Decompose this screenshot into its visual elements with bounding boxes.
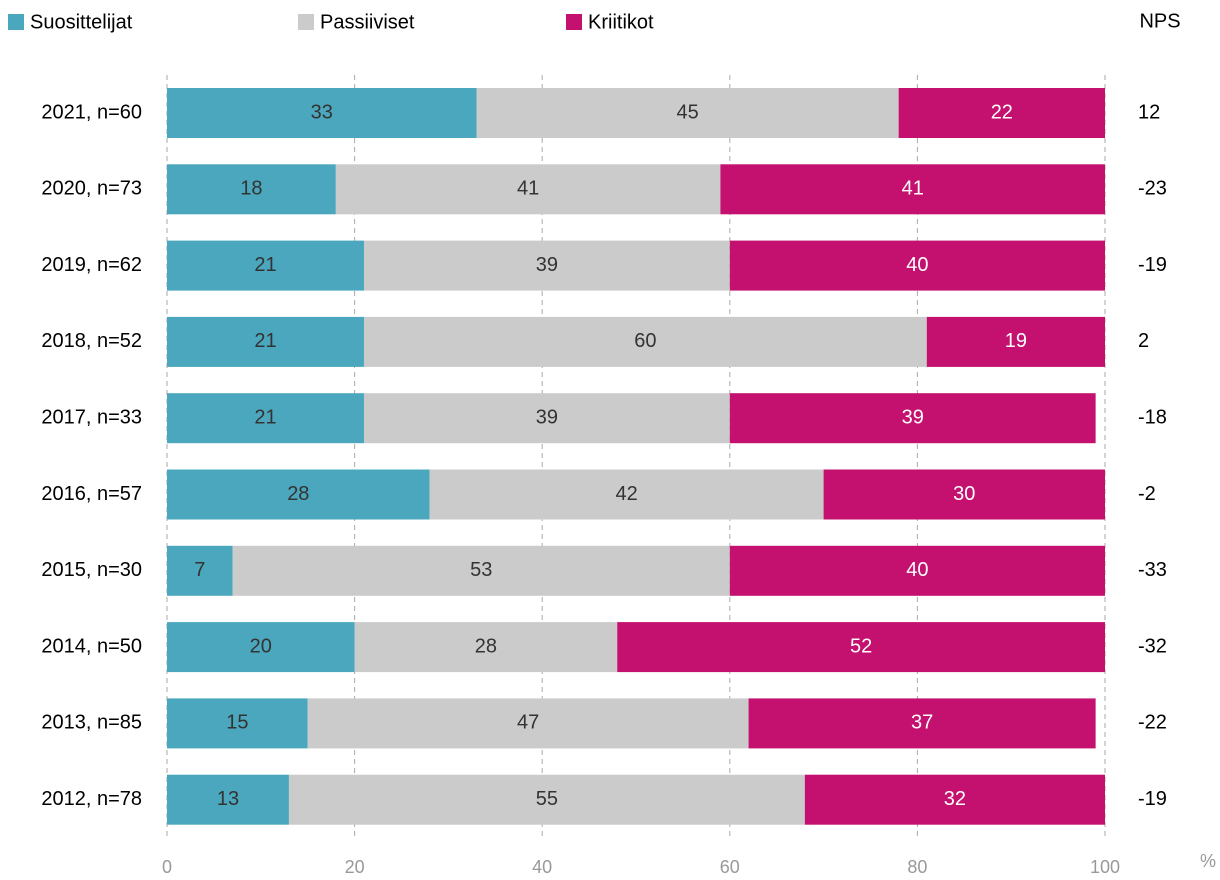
y-tick-label: 2021, n=60: [41, 101, 142, 123]
data-label: 18: [240, 178, 262, 200]
bar-segment: [167, 622, 355, 673]
x-tick-label: 0: [162, 857, 172, 877]
bar-segment: [335, 164, 721, 215]
data-label: 39: [902, 406, 924, 428]
data-label: 39: [536, 254, 558, 276]
legend-label: Suosittelijat: [30, 11, 133, 33]
bar-segment: [167, 774, 289, 825]
data-label: 37: [911, 712, 933, 734]
bar-segment: [804, 774, 1105, 825]
data-label: 55: [536, 788, 558, 810]
legend-swatch: [566, 14, 582, 30]
nps-value: -32: [1138, 635, 1167, 657]
y-tick-label: 2015, n=30: [41, 559, 142, 581]
y-tick-label: 2017, n=33: [41, 406, 142, 428]
x-tick-label: 60: [720, 857, 740, 877]
nps-value: 12: [1138, 101, 1160, 123]
nps-value: 2: [1138, 330, 1149, 352]
bar-segment: [167, 164, 336, 215]
y-tick-label: 2013, n=85: [41, 712, 142, 734]
data-label: 21: [254, 330, 276, 352]
nps-value: -19: [1138, 788, 1167, 810]
x-tick-label: 100: [1090, 857, 1120, 877]
data-label: 39: [536, 406, 558, 428]
nps-value: -22: [1138, 712, 1167, 734]
bar-segment: [926, 316, 1105, 367]
bar-segment: [167, 316, 364, 367]
y-tick-label: 2019, n=62: [41, 254, 142, 276]
y-tick-label: 2012, n=78: [41, 788, 142, 810]
data-label: 40: [906, 559, 928, 581]
legend-label: Kriitikot: [588, 11, 654, 33]
x-tick-label: 20: [345, 857, 365, 877]
bar-segment: [898, 88, 1105, 138]
data-label: 52: [850, 635, 872, 657]
data-label: 7: [194, 559, 205, 581]
data-label: 33: [311, 101, 333, 123]
data-label: 40: [906, 254, 928, 276]
bar-segment: [729, 393, 1096, 444]
data-label: 30: [953, 483, 975, 505]
bar-segment: [363, 393, 730, 444]
data-label: 15: [226, 712, 248, 734]
bar-segment: [748, 698, 1096, 749]
nps-value: -2: [1138, 483, 1156, 505]
legend-label: Passiiviset: [320, 11, 415, 33]
y-tick-label: 2014, n=50: [41, 635, 142, 657]
nps-value: -23: [1138, 178, 1167, 200]
bar-segment: [167, 393, 364, 444]
bar-segment: [232, 545, 730, 596]
data-label: 19: [1005, 330, 1027, 352]
bar-segment: [167, 88, 477, 138]
bar-segment: [429, 469, 824, 520]
data-label: 21: [254, 406, 276, 428]
y-tick-label: 2016, n=57: [41, 483, 142, 505]
data-label: 28: [287, 483, 309, 505]
data-label: 22: [991, 101, 1013, 123]
bar-segment: [729, 545, 1105, 596]
bar-segment: [363, 316, 927, 367]
data-label: 20: [250, 635, 272, 657]
data-label: 47: [517, 712, 539, 734]
x-axis-label: %: [1200, 851, 1216, 871]
bar-segment: [720, 164, 1105, 215]
bar-segment: [476, 88, 899, 138]
bar-segment: [823, 469, 1105, 520]
bar-segment: [167, 469, 430, 520]
data-label: 60: [634, 330, 656, 352]
bar-segment: [167, 545, 233, 596]
bar-segment: [167, 698, 308, 749]
data-label: 41: [902, 178, 924, 200]
y-tick-label: 2018, n=52: [41, 330, 142, 352]
bar-segment: [167, 240, 364, 291]
nps-value: -33: [1138, 559, 1167, 581]
y-tick-label: 2020, n=73: [41, 178, 142, 200]
bar-segment: [288, 774, 805, 825]
bar-segment: [307, 698, 749, 749]
bar-segment: [617, 622, 1105, 673]
legend-swatch: [298, 14, 314, 30]
nps-value: -18: [1138, 406, 1167, 428]
x-tick-label: 40: [532, 857, 552, 877]
bar-segment: [729, 240, 1105, 291]
data-label: 32: [944, 788, 966, 810]
data-label: 13: [217, 788, 239, 810]
nps-header: NPS: [1139, 10, 1180, 32]
data-label: 42: [615, 483, 637, 505]
data-label: 28: [475, 635, 497, 657]
bar-segment: [354, 622, 618, 673]
bar-segment: [363, 240, 730, 291]
data-label: 45: [676, 101, 698, 123]
legend-swatch: [8, 14, 24, 30]
nps-value: -19: [1138, 254, 1167, 276]
x-tick-label: 80: [907, 857, 927, 877]
data-label: 21: [254, 254, 276, 276]
data-label: 41: [517, 178, 539, 200]
data-label: 53: [470, 559, 492, 581]
